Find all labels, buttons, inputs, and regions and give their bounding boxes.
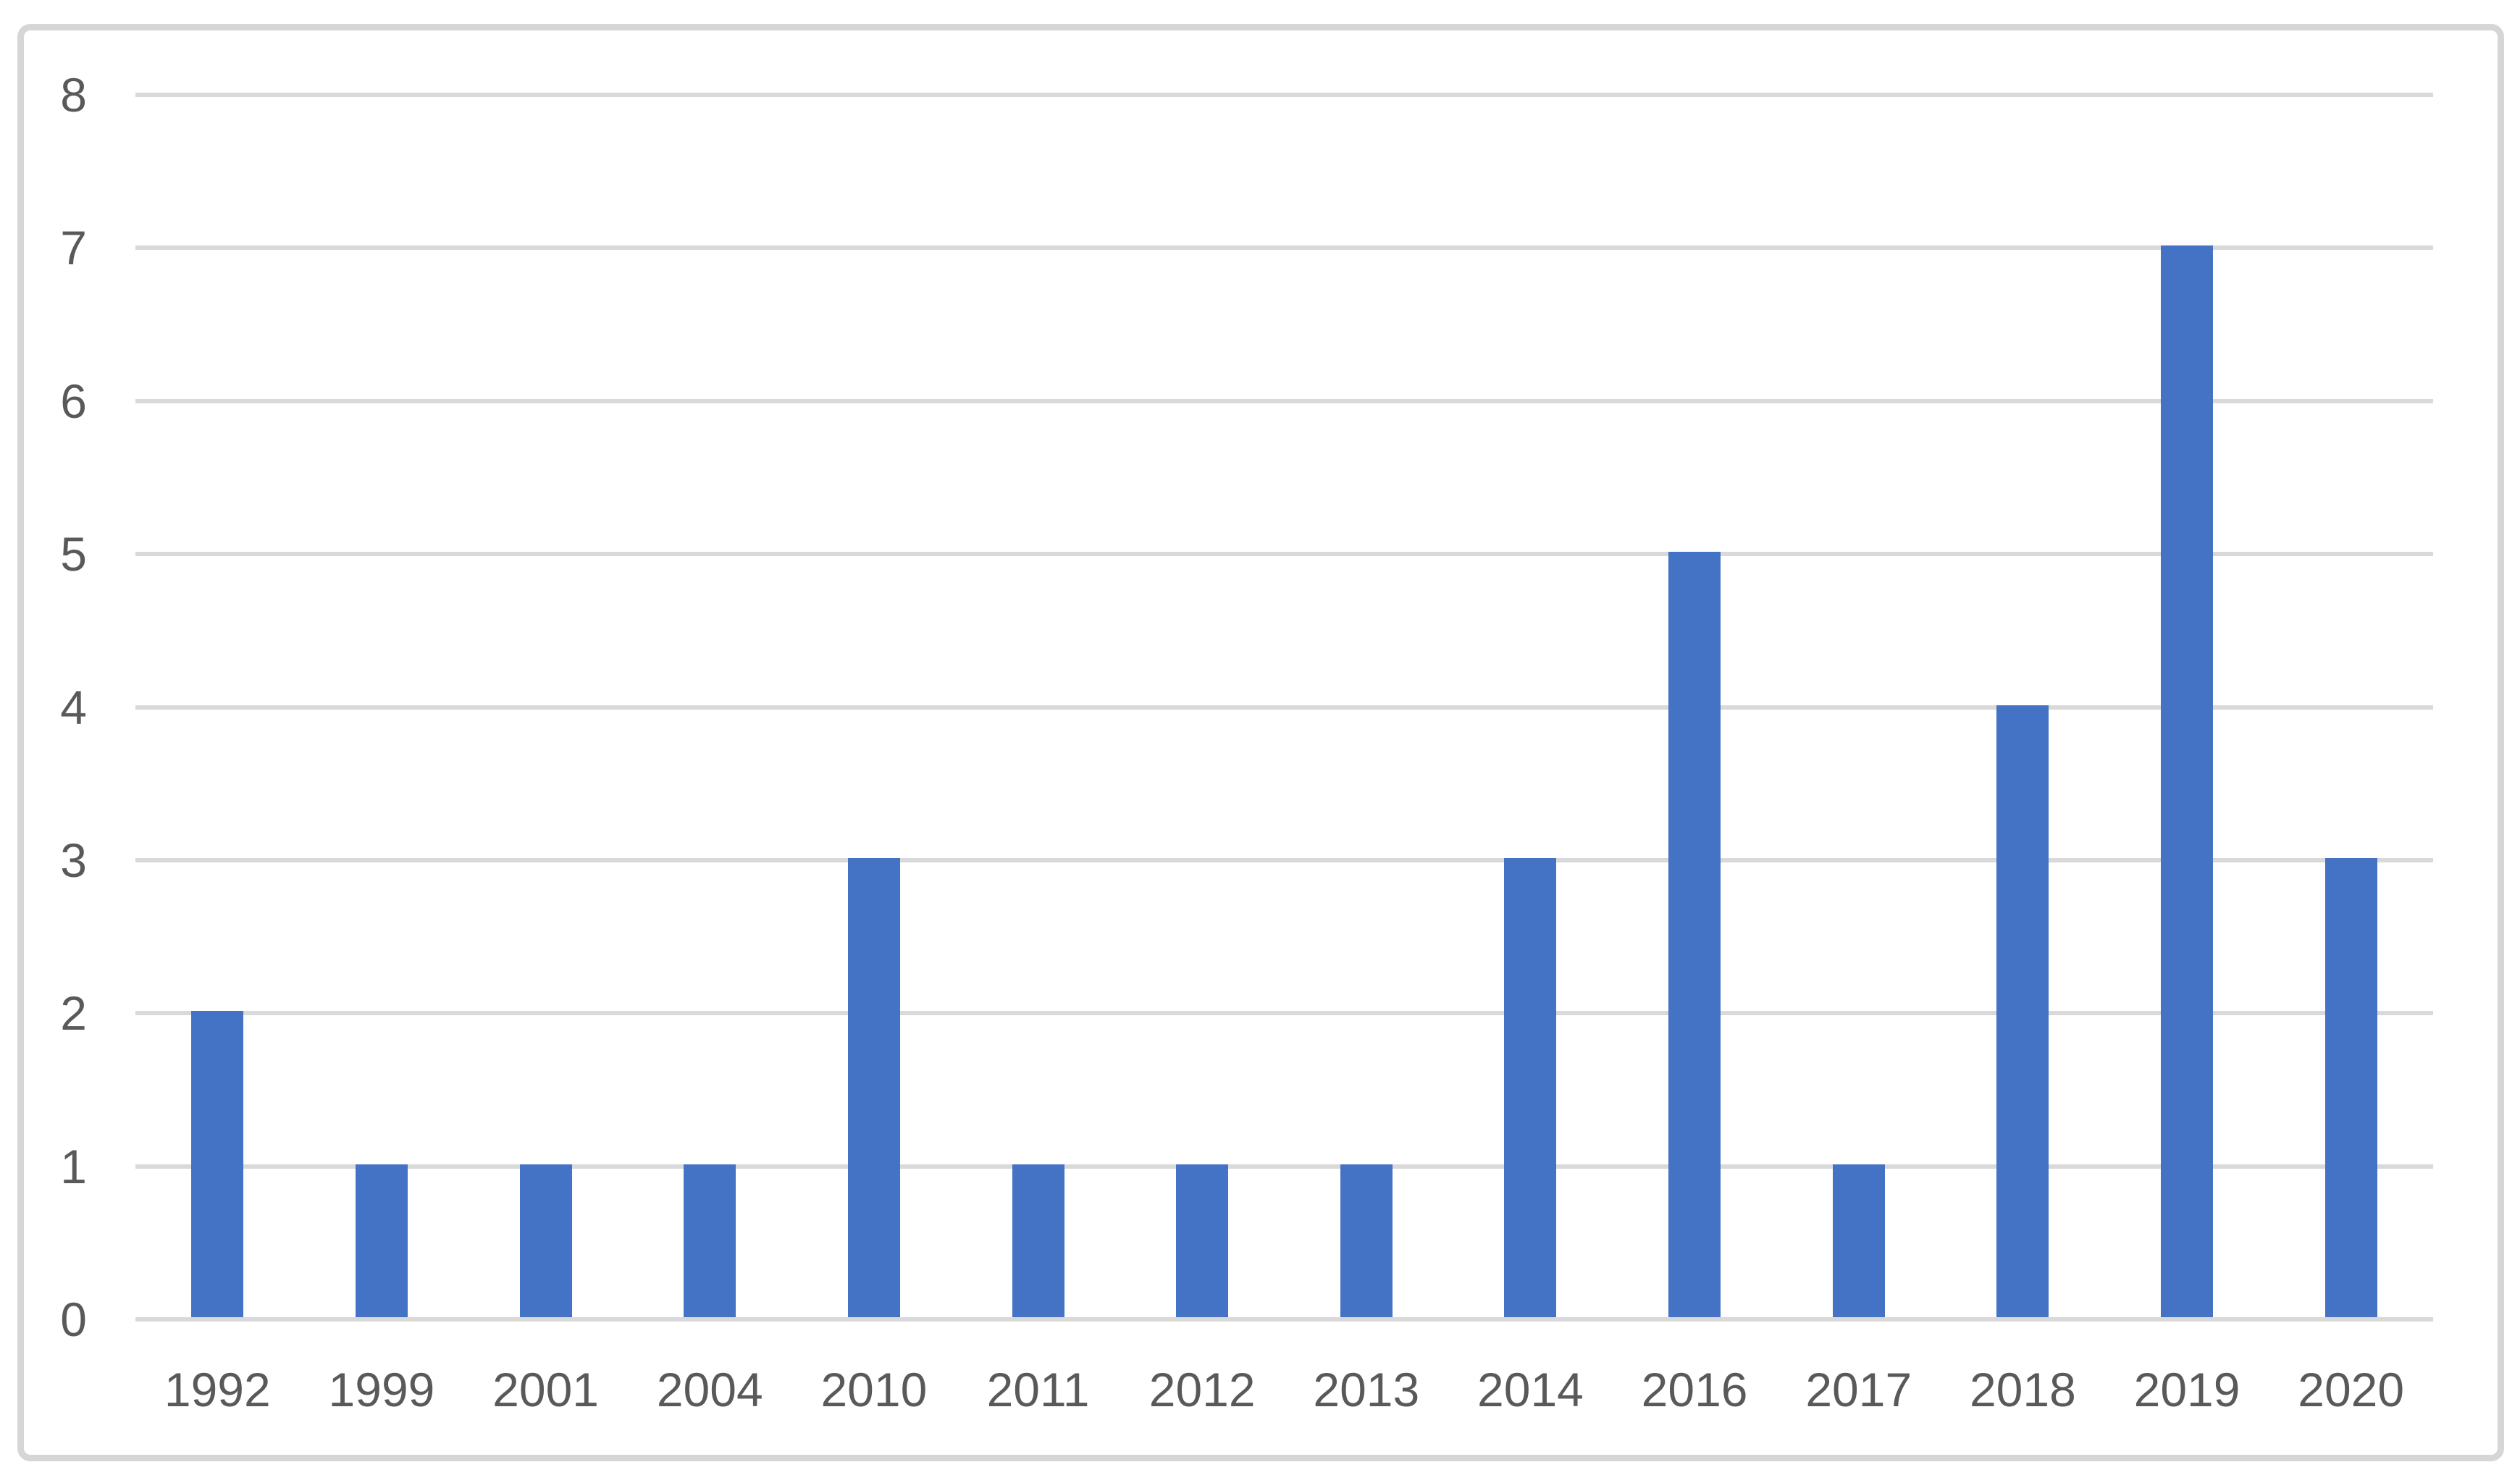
y-tick-label-1: 1 (60, 1139, 87, 1193)
x-tick-label-2020: 2020 (2298, 1363, 2405, 1416)
bar-2010 (847, 857, 900, 1317)
x-tick-label-1999: 1999 (328, 1363, 435, 1416)
bar-1999 (355, 1164, 408, 1317)
x-tick-label-2017: 2017 (1805, 1363, 1912, 1416)
gridline-y-0 (135, 1317, 2433, 1322)
bar-2016 (1668, 552, 1721, 1317)
x-tick-label-2004: 2004 (656, 1363, 763, 1416)
x-tick-label-2019: 2019 (2133, 1363, 2240, 1416)
y-tick-label-5: 5 (60, 527, 87, 581)
y-tick-label-3: 3 (60, 833, 87, 887)
x-tick-label-2016: 2016 (1641, 1363, 1748, 1416)
y-tick-label-2: 2 (60, 986, 87, 1041)
bar-2001 (519, 1164, 572, 1317)
bar-2011 (1012, 1164, 1064, 1317)
x-tick-label-2013: 2013 (1313, 1363, 1420, 1416)
gridline-y-6 (135, 398, 2433, 403)
y-tick-label-7: 7 (60, 221, 87, 275)
gridline-y-3 (135, 857, 2433, 862)
gridline-y-7 (135, 245, 2433, 251)
x-tick-label-2001: 2001 (492, 1363, 599, 1416)
x-tick-label-2012: 2012 (1148, 1363, 1256, 1416)
x-tick-label-2014: 2014 (1477, 1363, 1584, 1416)
x-tick-label-1992: 1992 (164, 1363, 271, 1416)
bar-2014 (1504, 857, 1557, 1317)
bar-2012 (1176, 1164, 1229, 1317)
bar-2020 (2324, 857, 2377, 1317)
y-tick-label-0: 0 (60, 1293, 87, 1346)
x-tick-label-2011: 2011 (986, 1363, 1090, 1416)
y-tick-label-6: 6 (60, 374, 87, 428)
x-tick-label-2010: 2010 (820, 1363, 928, 1416)
bar-2017 (1832, 1164, 1885, 1317)
bar-2013 (1340, 1164, 1393, 1317)
y-tick-label-4: 4 (60, 680, 87, 734)
gridline-y-4 (135, 705, 2433, 710)
x-tick-label-2018: 2018 (1969, 1363, 2076, 1416)
bar-1992 (191, 1011, 244, 1317)
gridline-y-1 (135, 1164, 2433, 1169)
y-tick-label-8: 8 (60, 68, 87, 122)
bar-2018 (1996, 705, 2049, 1317)
chart-frame (17, 24, 2504, 1461)
gridline-y-5 (135, 552, 2433, 557)
gridline-y-8 (135, 93, 2433, 97)
bar-2019 (2161, 245, 2214, 1317)
bar-2004 (684, 1164, 736, 1317)
gridline-y-2 (135, 1011, 2433, 1016)
